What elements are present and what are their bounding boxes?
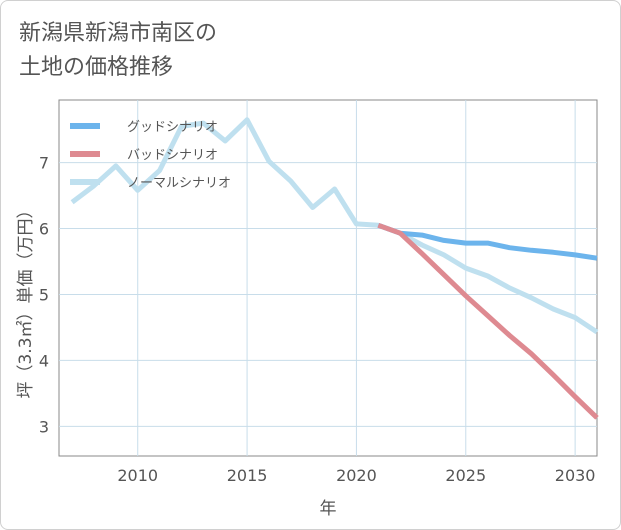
y-tick-label: 7 [39,154,49,173]
y-tick-label: 4 [39,351,49,370]
y-tick-label: 5 [39,285,49,304]
normal-scenario-line [70,117,599,335]
normal-scenario-legend-label: ノーマルシナリオ [127,176,231,191]
grid-lines [59,100,597,456]
good-scenario-line [377,222,598,261]
bad-scenario-line [377,222,599,420]
x-axis-label: 年 [320,499,337,519]
y-tick-label: 3 [39,417,49,436]
chart-title: 新潟県新潟市南区の 土地の価格推移 [19,17,217,85]
x-tick-label: 2010 [117,466,158,485]
x-tick-label: 2025 [445,466,486,485]
y-axis-label: 坪（3.3㎡）単価（万円） [16,201,36,398]
good-scenario-legend-label: グッドシナリオ [127,120,218,135]
x-tick-label: 2015 [227,466,268,485]
x-tick-labels: 2010 2015 2020 2025 2030 [117,466,595,485]
chart-title-line-1: 新潟県新潟市南区の [19,21,218,46]
x-tick-label: 2020 [336,466,377,485]
chart-title-line-2: 土地の価格推移 [19,55,174,80]
series-lines [70,117,599,420]
y-tick-labels: 3 4 5 6 7 [39,154,49,437]
bad-scenario-legend-label: バッドシナリオ [127,148,218,163]
x-tick-label: 2030 [555,466,596,485]
y-tick-label: 6 [39,220,49,239]
plot-area [58,99,598,457]
